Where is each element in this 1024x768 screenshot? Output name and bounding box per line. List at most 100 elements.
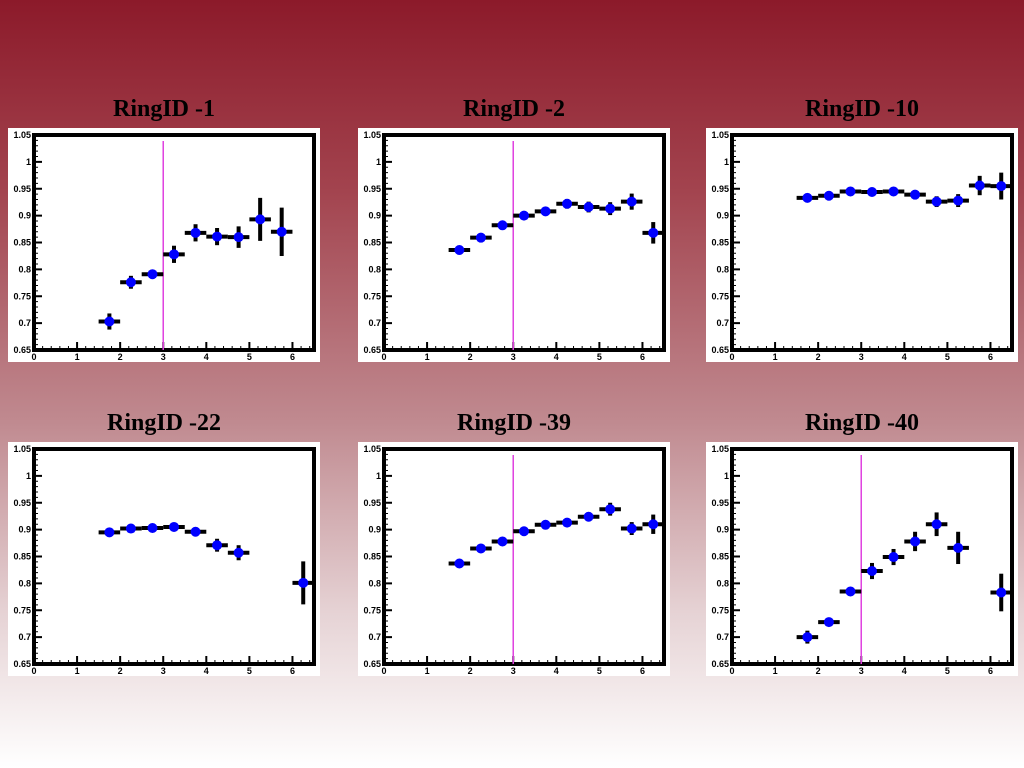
x-tick-label: 3 xyxy=(161,666,166,676)
data-point xyxy=(227,226,250,248)
x-tick-label: 5 xyxy=(597,352,602,362)
data-point xyxy=(882,186,905,197)
data-marker xyxy=(953,195,964,206)
data-marker xyxy=(497,220,508,231)
data-point xyxy=(882,548,905,566)
data-marker xyxy=(190,526,201,537)
data-marker xyxy=(454,558,465,569)
data-point xyxy=(470,543,492,554)
data-marker xyxy=(497,536,508,547)
data-marker xyxy=(845,186,856,197)
x-tick-label: 3 xyxy=(511,666,516,676)
y-tick-label: 0.75 xyxy=(363,605,381,615)
data-marker xyxy=(212,231,223,242)
x-tick-label: 4 xyxy=(204,352,209,362)
y-tick-label: 0.85 xyxy=(363,552,381,562)
x-tick-label: 6 xyxy=(640,666,645,676)
plot-area: 0.65 0.7 0.75 0.8 0.85 0.9 0.95 1 1.05 0 1 2 3 4 5 6 xyxy=(8,128,320,362)
x-tick-label: 1 xyxy=(425,666,430,676)
plot-area: 0.65 0.7 0.75 0.8 0.85 0.9 0.95 1 1.05 0 1 2 3 4 5 6 xyxy=(706,442,1018,676)
x-tick-label: 4 xyxy=(902,666,907,676)
y-tick-label: 0.9 xyxy=(716,525,729,535)
chart-title: RingID -40 xyxy=(804,410,919,436)
data-marker xyxy=(605,504,616,515)
data-point xyxy=(642,514,664,534)
data-marker xyxy=(212,540,223,551)
y-tick-label: 1.05 xyxy=(13,130,31,140)
x-tick-label: 4 xyxy=(902,352,907,362)
x-tick-label: 6 xyxy=(640,352,645,362)
x-tick-label: 0 xyxy=(729,666,734,676)
chart-title: RingID -10 xyxy=(804,96,919,122)
y-tick-label: 1 xyxy=(724,157,729,167)
y-tick-label: 0.95 xyxy=(363,498,381,508)
data-point xyxy=(577,201,600,213)
data-point xyxy=(448,558,471,569)
data-point xyxy=(163,521,185,532)
data-point xyxy=(249,197,271,241)
y-tick-label: 0.75 xyxy=(13,605,31,615)
x-tick-label: 0 xyxy=(729,352,734,362)
data-point xyxy=(818,190,840,201)
y-tick-label: 1.05 xyxy=(363,130,381,140)
y-tick-label: 1.05 xyxy=(13,444,31,454)
y-tick-label: 0.8 xyxy=(18,264,31,274)
data-marker xyxy=(802,632,813,643)
x-tick-label: 2 xyxy=(816,352,821,362)
y-tick-label: 0.95 xyxy=(363,184,381,194)
x-tick-label: 1 xyxy=(773,352,778,362)
y-tick-label: 0.85 xyxy=(13,552,31,562)
y-tick-label: 0.7 xyxy=(368,632,381,642)
data-point xyxy=(620,193,643,210)
data-marker xyxy=(233,232,244,243)
chart-background xyxy=(8,442,320,676)
plot-area: 0.65 0.7 0.75 0.8 0.85 0.9 0.95 1 1.05 0 1 2 3 4 5 6 xyxy=(358,128,670,362)
data-point xyxy=(120,523,142,534)
x-tick-label: 0 xyxy=(381,352,386,362)
x-tick-label: 5 xyxy=(945,666,950,676)
data-marker xyxy=(845,586,856,597)
y-tick-label: 0.95 xyxy=(13,498,31,508)
x-tick-label: 1 xyxy=(425,352,430,362)
data-marker xyxy=(910,536,921,547)
y-tick-label: 0.65 xyxy=(363,659,381,669)
data-point xyxy=(184,224,207,242)
data-point xyxy=(947,531,969,565)
data-point xyxy=(620,522,643,535)
y-tick-label: 0.9 xyxy=(368,211,381,221)
data-point xyxy=(206,227,228,246)
y-tick-label: 0.75 xyxy=(13,291,31,301)
y-tick-label: 0.9 xyxy=(368,525,381,535)
data-point xyxy=(796,630,819,644)
y-tick-label: 0.65 xyxy=(13,659,31,669)
data-point xyxy=(796,192,819,203)
y-tick-label: 0.8 xyxy=(368,578,381,588)
x-tick-label: 4 xyxy=(204,666,209,676)
data-point xyxy=(98,313,121,330)
data-point xyxy=(818,617,840,628)
data-marker xyxy=(867,186,877,197)
data-point xyxy=(904,189,926,200)
data-point xyxy=(925,196,948,208)
data-marker xyxy=(104,527,115,538)
x-tick-label: 2 xyxy=(118,666,123,676)
data-point xyxy=(513,210,535,221)
x-tick-label: 4 xyxy=(554,352,559,362)
data-marker xyxy=(626,523,637,534)
data-marker xyxy=(169,521,179,532)
data-marker xyxy=(233,547,244,558)
data-point xyxy=(206,538,228,552)
data-marker xyxy=(276,226,287,237)
data-marker xyxy=(125,523,136,534)
data-point xyxy=(184,526,207,537)
x-tick-label: 2 xyxy=(468,666,473,676)
x-tick-label: 5 xyxy=(945,352,950,362)
x-tick-label: 2 xyxy=(468,352,473,362)
y-tick-label: 1.05 xyxy=(711,130,729,140)
x-tick-label: 3 xyxy=(859,666,864,676)
chart-background xyxy=(706,128,1018,362)
data-marker xyxy=(147,269,158,280)
data-marker xyxy=(125,277,136,288)
y-tick-label: 0.8 xyxy=(716,578,729,588)
data-marker xyxy=(931,519,942,530)
